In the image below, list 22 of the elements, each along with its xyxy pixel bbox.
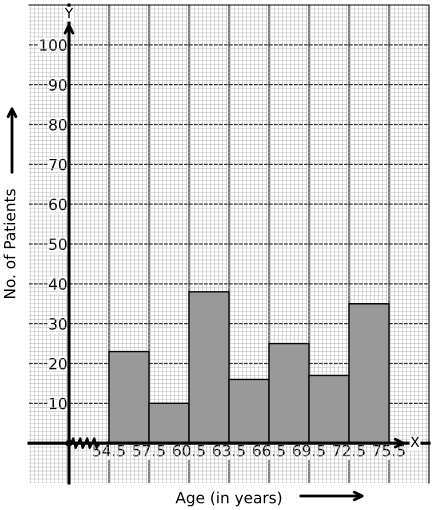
y-tick-label: 50 <box>49 238 67 250</box>
y-tick-label: 70 <box>49 158 67 170</box>
y-tick-label: 60 <box>49 198 67 210</box>
x-tick-label: 63.5 <box>213 444 245 456</box>
y-tick-label: 100 <box>40 39 67 51</box>
y-tick-label: 90 <box>49 79 67 91</box>
y-tick-label: 30 <box>49 318 67 330</box>
y-tick-label: 40 <box>48 278 67 290</box>
y-axis-title: No. of Patients <box>4 189 16 298</box>
y-tick-label: 10 <box>50 398 67 410</box>
annotation: X <box>410 436 420 447</box>
x-tick-label: 66.5 <box>253 444 285 456</box>
x-tick-label: 57.5 <box>133 445 165 456</box>
annotation: Y <box>64 8 74 18</box>
y-tick-label: 80 <box>49 118 67 131</box>
x-tick-label: 69.5 <box>293 444 325 456</box>
x-axis-title: Age (in years) <box>176 492 282 506</box>
x-tick-label: 72.5 <box>333 444 365 456</box>
x-tick-label: 75.5 <box>373 445 405 456</box>
x-tick-label: 54.5 <box>93 445 125 456</box>
x-tick-label: 60.5 <box>173 444 205 456</box>
y-tick-label: 20 <box>49 358 67 370</box>
